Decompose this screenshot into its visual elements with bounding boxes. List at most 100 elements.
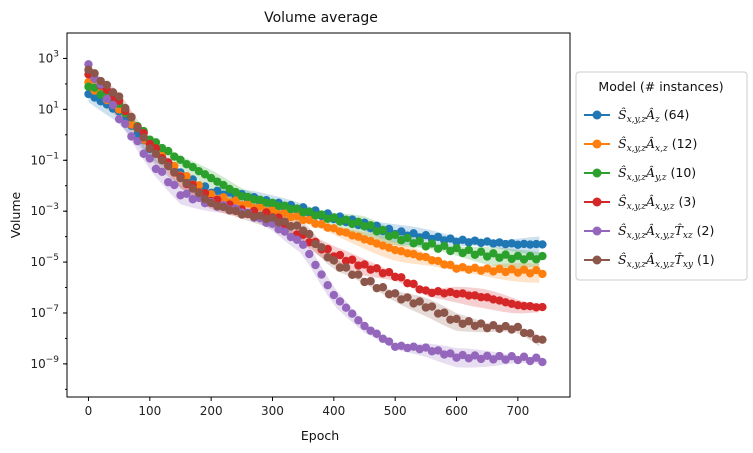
data-point xyxy=(452,289,461,299)
data-point xyxy=(323,223,332,232)
data-point xyxy=(114,115,124,124)
data-point xyxy=(476,319,486,328)
data-point xyxy=(170,161,179,171)
data-point xyxy=(366,221,375,230)
data-point xyxy=(102,94,112,104)
data-point xyxy=(157,156,167,165)
data-point xyxy=(384,267,394,277)
data-point xyxy=(366,276,375,286)
data-point xyxy=(188,162,197,172)
data-point xyxy=(513,301,523,310)
data-point xyxy=(390,230,400,240)
data-point xyxy=(348,270,357,279)
legend-item: Ŝx,y,zÂy,z (10) xyxy=(584,164,696,183)
data-point xyxy=(170,152,179,161)
data-point xyxy=(341,263,351,272)
legend: Model (# instances) Ŝx,y,zÂz (64) Ŝx,y,zÂ… xyxy=(575,71,748,281)
data-point xyxy=(415,252,424,261)
data-point xyxy=(532,353,541,362)
data-point xyxy=(121,119,130,129)
x-tick-label: 500 xyxy=(384,404,407,418)
data-point xyxy=(403,249,412,258)
data-point xyxy=(489,355,498,364)
data-point xyxy=(495,351,504,361)
plot-frame xyxy=(66,32,571,398)
data-point xyxy=(231,196,240,205)
data-point xyxy=(403,278,412,288)
y-tick-label: 10−9 xyxy=(30,355,59,371)
data-point xyxy=(139,149,148,158)
data-point xyxy=(532,334,541,344)
data-point xyxy=(335,263,345,272)
data-point xyxy=(513,322,523,332)
data-point xyxy=(311,219,320,229)
legend-item: Ŝx,y,zÂx,z (12) xyxy=(584,135,697,154)
data-point xyxy=(243,199,253,208)
series-group xyxy=(84,60,547,367)
data-point xyxy=(262,198,271,207)
series-markers xyxy=(84,65,547,344)
y-tick-label: 101 xyxy=(38,100,59,116)
data-point xyxy=(329,290,339,300)
data-point xyxy=(501,321,510,331)
legend-marker xyxy=(592,168,602,178)
legend-item: Ŝx,y,zÂz (64) xyxy=(584,106,689,125)
chart-title: Volume average xyxy=(264,10,378,26)
y-axis-ticks: 103 101 10−1 10−3 10−5 10−7 10−9 xyxy=(30,49,67,390)
data-point xyxy=(464,245,473,255)
y-axis-label: Volume xyxy=(8,191,23,238)
x-tick-label: 400 xyxy=(322,404,345,418)
data-point xyxy=(390,272,400,282)
data-point xyxy=(274,201,283,211)
data-point xyxy=(213,201,222,211)
data-point xyxy=(532,303,541,312)
data-point xyxy=(501,250,510,259)
legend-marker xyxy=(592,226,602,236)
data-point xyxy=(489,249,498,258)
data-point xyxy=(317,243,326,252)
data-point xyxy=(219,202,228,212)
data-point xyxy=(519,255,529,264)
data-point xyxy=(292,212,302,221)
data-point xyxy=(519,301,529,311)
legend-marker xyxy=(592,255,602,265)
data-point xyxy=(213,186,222,196)
x-tick-label: 700 xyxy=(506,404,529,418)
data-point xyxy=(133,124,142,133)
legend-title: Model (# instances) xyxy=(598,79,723,94)
data-point xyxy=(121,103,130,113)
data-point xyxy=(90,69,99,78)
data-point xyxy=(335,250,345,260)
data-point xyxy=(157,167,167,176)
series-band xyxy=(88,77,540,269)
data-point xyxy=(507,265,516,274)
data-point xyxy=(305,207,314,216)
data-point xyxy=(188,184,197,193)
data-point xyxy=(421,231,431,240)
legend-label: Ŝx,y,zÂx,y,zT̂xy (1) xyxy=(618,251,715,270)
data-point xyxy=(482,351,492,361)
data-point xyxy=(525,356,535,366)
data-point xyxy=(525,251,535,261)
data-point xyxy=(427,239,437,248)
data-point xyxy=(464,291,473,300)
data-point xyxy=(206,173,216,183)
data-point xyxy=(292,221,302,230)
data-point xyxy=(298,208,308,217)
data-point xyxy=(360,277,369,287)
data-point xyxy=(249,195,259,204)
series-band xyxy=(88,68,540,314)
data-point xyxy=(237,192,247,201)
data-point xyxy=(507,352,516,361)
legend-box xyxy=(575,71,748,281)
data-point xyxy=(237,210,247,219)
data-point xyxy=(378,225,388,235)
data-point xyxy=(427,302,437,311)
data-point xyxy=(194,188,204,198)
data-point xyxy=(256,202,265,211)
data-point xyxy=(348,309,357,318)
data-point xyxy=(286,212,296,222)
data-point xyxy=(464,317,473,326)
data-point xyxy=(311,239,320,249)
